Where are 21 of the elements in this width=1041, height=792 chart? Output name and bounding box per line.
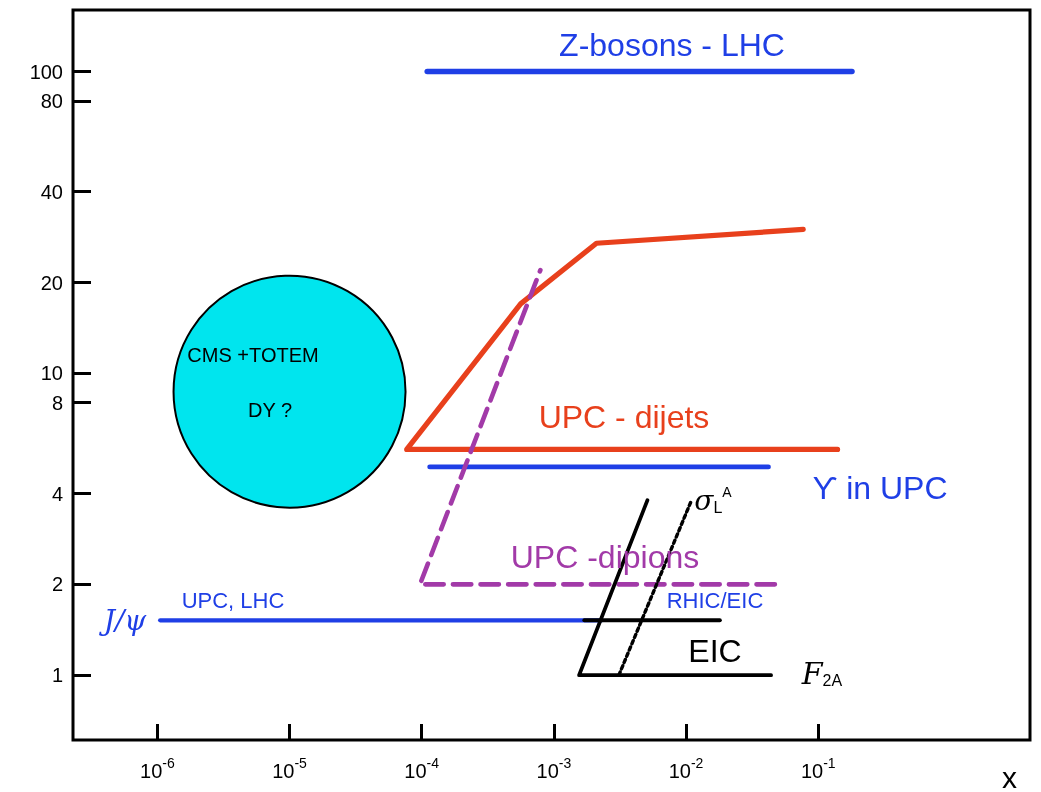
y-tick-label: 100 [29,60,63,83]
annotation: DY ? [247,399,293,421]
y-tick-label: 80 [40,89,63,112]
x-axis-title: x [1002,760,1017,792]
y-tick-label: 4 [51,482,63,505]
annotation: F2A [800,655,843,691]
annotation: UPC, LHC [181,587,285,613]
y-tick-label: 10 [40,362,63,385]
annotation: UPC - dijets [538,399,710,435]
annotation: CMS +TOTEM [187,344,319,366]
annotation: J/ψ [98,603,148,637]
y-tick-label: 8 [51,391,63,414]
annotation: RHIC/EIC [666,587,764,613]
y-tick-label: 20 [40,271,63,294]
annotation: σLA [694,483,733,517]
annotation: ϒ in UPC [812,470,948,506]
y-tick-label: 2 [51,573,63,596]
annotation: EIC [688,633,742,669]
y-tick-label: 1 [51,664,63,687]
annotation: Z-bosons - LHC [559,27,785,63]
y-tick-label: 40 [40,180,63,203]
